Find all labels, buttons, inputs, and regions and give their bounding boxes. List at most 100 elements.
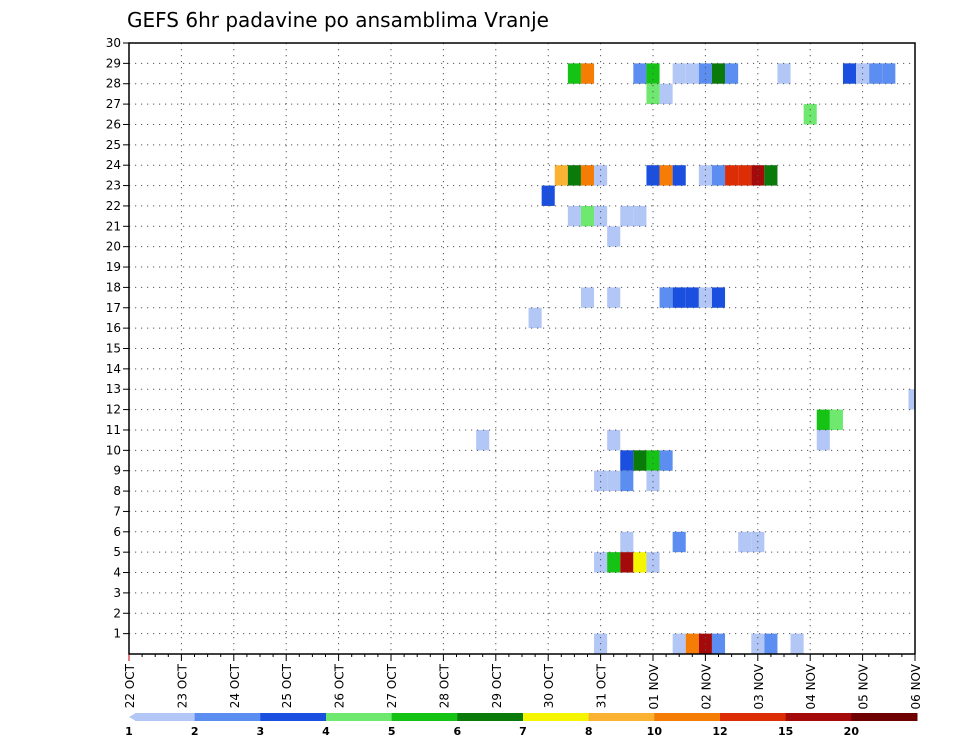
- heatmap-cell: [816, 409, 830, 430]
- heatmap-cell: [685, 633, 699, 654]
- y-tick-label: 26: [106, 117, 121, 131]
- colorbar-swatch: [785, 713, 852, 721]
- colorbar-swatch: [194, 713, 261, 721]
- colorbar-label: 8: [585, 725, 593, 738]
- y-tick-label: 10: [106, 443, 121, 457]
- colorbar-label: 5: [388, 725, 396, 738]
- colorbar: 1 2 3 4 5 6 7 8 10 12 15 20: [125, 713, 918, 738]
- heatmap-cell: [908, 389, 915, 410]
- heatmap-cell: [803, 104, 817, 125]
- gridlines: [129, 43, 915, 654]
- x-tick-label: 28 OCT: [437, 663, 451, 708]
- heatmap-cell: [698, 287, 712, 308]
- colorbar-swatch: [654, 713, 721, 721]
- colorbar-swatch: [135, 713, 196, 721]
- x-tick-label: 31 OCT: [595, 663, 609, 708]
- heatmap-cell: [620, 531, 634, 553]
- colorbar-swatch: [457, 713, 524, 721]
- y-tick-label: 9: [113, 464, 121, 478]
- heatmap-cell: [646, 450, 660, 471]
- y-tick-label: 28: [106, 77, 121, 91]
- y-tick-label: 11: [106, 423, 121, 437]
- heatmap-cell: [567, 63, 581, 84]
- heatmap-cell: [633, 552, 647, 573]
- heatmap-cell: [607, 470, 621, 492]
- y-tick-label: 30: [106, 36, 121, 50]
- heatmap-cell: [620, 552, 634, 573]
- heatmap-cell: [672, 287, 686, 308]
- x-axis-ticks: 22 OCT 23 OCT 24 OCT 25 OCT 26 OCT 27 OCT 28 O…: [123, 654, 923, 710]
- y-tick-label: 16: [106, 321, 121, 335]
- x-tick-label: 29 OCT: [490, 663, 504, 708]
- y-tick-label: 21: [106, 219, 121, 233]
- x-tick-label: 01 NOV: [647, 663, 661, 709]
- heatmap-cell: [659, 83, 673, 105]
- heatmap-cell: [554, 165, 568, 186]
- heatmap-cell: [659, 287, 673, 308]
- y-tick-label: 23: [106, 179, 121, 193]
- heatmap-cell: [541, 185, 555, 206]
- colorbar-label: 4: [322, 725, 330, 738]
- heatmap-cell: [620, 205, 634, 227]
- heatmap-cell: [607, 287, 621, 308]
- y-tick-label: 3: [113, 586, 121, 600]
- x-tick-label: 05 NOV: [857, 663, 871, 709]
- colorbar-label: 20: [844, 725, 860, 738]
- heatmap-cell: [842, 63, 857, 84]
- heatmap-cell: [646, 470, 660, 492]
- y-tick-label: 20: [106, 240, 121, 254]
- colorbar-label: 12: [712, 725, 727, 738]
- colorbar-label: 3: [257, 725, 265, 738]
- y-tick-label: 24: [106, 158, 121, 172]
- heatmap-cell: [672, 63, 686, 84]
- heatmap-cell: [869, 63, 883, 84]
- x-tick-label: 06 NOV: [909, 663, 923, 709]
- heatmap-cell: [672, 165, 686, 186]
- colorbar-swatch: [326, 713, 393, 721]
- y-tick-label: 18: [106, 280, 121, 294]
- colorbar-label: 7: [519, 725, 527, 738]
- y-tick-label: 17: [106, 301, 121, 315]
- heatmap-cell: [646, 552, 660, 573]
- heatmap-cell: [816, 429, 830, 451]
- heatmap-cell: [580, 205, 595, 227]
- x-tick-label: 02 NOV: [699, 663, 713, 709]
- y-tick-label: 1: [113, 627, 121, 641]
- heatmap-cell: [711, 63, 726, 84]
- heatmap-cell: [633, 63, 647, 84]
- y-tick-label: 7: [113, 504, 121, 518]
- heatmap-cell: [725, 165, 739, 186]
- y-tick-label: 6: [113, 525, 121, 539]
- y-tick-label: 29: [106, 56, 121, 70]
- heatmap-cell: [685, 63, 699, 84]
- heatmap-cell: [777, 63, 791, 84]
- x-tick-label: 30 OCT: [542, 663, 556, 708]
- heatmap-cell: [476, 429, 490, 451]
- heatmap-cell: [738, 165, 752, 186]
- colorbar-swatch: [851, 713, 918, 721]
- x-tick-label: 24 OCT: [228, 663, 242, 708]
- heatmap-cell: [620, 470, 634, 492]
- heatmap-cell: [659, 450, 673, 471]
- x-tick-label: 04 NOV: [804, 663, 818, 709]
- y-tick-label: 14: [106, 362, 121, 376]
- heatmap-cell: [567, 165, 581, 186]
- y-tick-label: 27: [106, 97, 121, 111]
- colorbar-label: 1: [125, 725, 133, 738]
- heatmap-cell: [580, 165, 595, 186]
- y-tick-label: 25: [106, 138, 121, 152]
- heatmap-cell: [764, 633, 778, 654]
- heatmap-cell: [659, 165, 673, 186]
- heatmap-cell: [633, 450, 647, 471]
- heatmap-cell: [594, 552, 608, 573]
- colorbar-label: 6: [454, 725, 462, 738]
- heatmap-cell: [633, 205, 647, 227]
- heatmap-cell: [594, 470, 608, 492]
- y-axis-ticks: 1234567891011121314151617181920212223242…: [106, 36, 129, 641]
- x-tick-label: 23 OCT: [175, 663, 189, 708]
- colorbar-swatch: [523, 713, 590, 721]
- heatmap-cell: [829, 409, 843, 430]
- heatmap-cell: [646, 83, 660, 105]
- heatmap-cell: [790, 633, 804, 654]
